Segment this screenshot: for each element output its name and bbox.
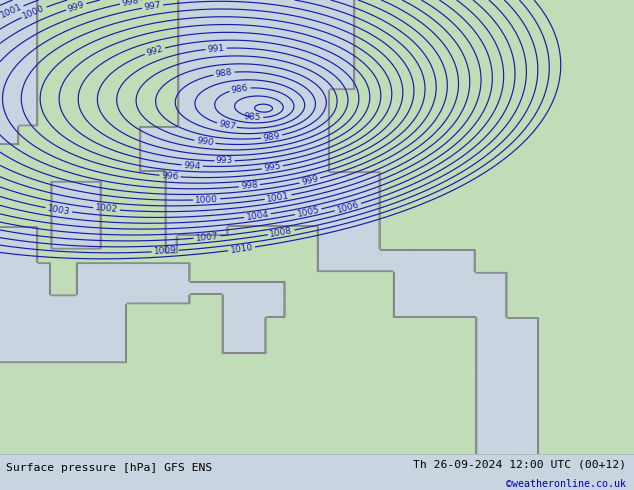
Text: 995: 995 bbox=[263, 162, 281, 173]
Text: 1003: 1003 bbox=[47, 204, 71, 216]
Text: 985: 985 bbox=[243, 112, 262, 122]
Text: 988: 988 bbox=[215, 68, 233, 79]
Text: 997: 997 bbox=[143, 0, 162, 12]
Text: 994: 994 bbox=[183, 161, 201, 171]
Text: 989: 989 bbox=[262, 131, 281, 143]
Text: Surface pressure [hPa] GFS ENS: Surface pressure [hPa] GFS ENS bbox=[6, 463, 212, 473]
Text: 998: 998 bbox=[121, 0, 139, 8]
Text: 986: 986 bbox=[231, 83, 249, 95]
Text: 999: 999 bbox=[301, 174, 320, 187]
Text: 1005: 1005 bbox=[296, 205, 320, 219]
Text: 1009: 1009 bbox=[153, 246, 177, 256]
Text: 998: 998 bbox=[240, 180, 259, 191]
Text: 987: 987 bbox=[218, 120, 236, 132]
Text: 1008: 1008 bbox=[269, 226, 294, 239]
Text: 996: 996 bbox=[161, 171, 179, 181]
Text: 1001: 1001 bbox=[266, 191, 290, 203]
Text: 1001: 1001 bbox=[0, 2, 23, 20]
Text: 999: 999 bbox=[67, 0, 86, 14]
Text: ©weatheronline.co.uk: ©weatheronline.co.uk bbox=[507, 479, 626, 489]
Text: 993: 993 bbox=[216, 156, 233, 166]
Text: 1004: 1004 bbox=[245, 210, 269, 222]
Text: 1010: 1010 bbox=[230, 243, 254, 255]
Text: 1000: 1000 bbox=[195, 195, 218, 204]
Text: 992: 992 bbox=[145, 44, 164, 58]
Text: 1007: 1007 bbox=[195, 232, 219, 243]
Text: 990: 990 bbox=[196, 136, 214, 148]
Text: Th 26-09-2024 12:00 UTC (00+12): Th 26-09-2024 12:00 UTC (00+12) bbox=[413, 459, 626, 469]
Text: 1006: 1006 bbox=[335, 200, 360, 215]
Text: 1000: 1000 bbox=[22, 3, 46, 21]
Text: 991: 991 bbox=[207, 44, 225, 54]
Text: 1002: 1002 bbox=[94, 203, 119, 215]
